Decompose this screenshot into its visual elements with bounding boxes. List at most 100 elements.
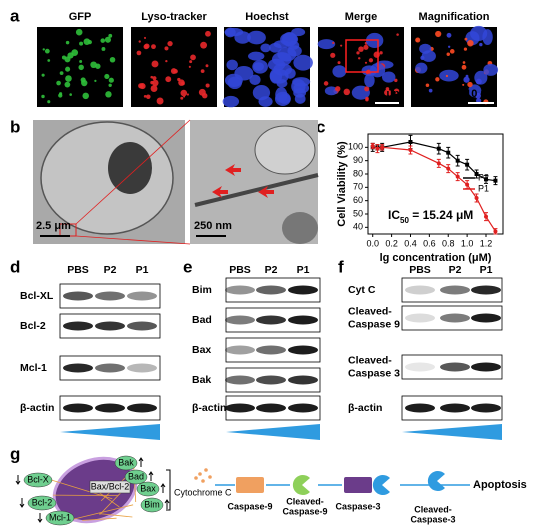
fluorescence-spot	[178, 79, 185, 86]
fluorescence-spot	[479, 42, 483, 47]
legend-label: P1	[478, 183, 489, 193]
fluorescence-spot	[59, 92, 63, 96]
fluorescence-spot	[467, 39, 474, 47]
fluorescence-spot	[104, 36, 111, 43]
blot-band	[405, 362, 435, 372]
nucleus	[284, 68, 296, 79]
nucleus	[317, 39, 336, 50]
fluorescence-spot	[188, 65, 191, 68]
blot-band	[405, 313, 435, 323]
em-nucleus	[108, 142, 152, 194]
nucleus	[277, 47, 297, 62]
nucleus	[222, 95, 240, 108]
down-arrow	[37, 513, 43, 523]
cascade-label: Caspase-3	[410, 514, 455, 524]
fluorescence-spot	[108, 33, 113, 38]
arrow	[258, 186, 274, 198]
blot-band	[95, 363, 125, 373]
cytoskeleton	[99, 513, 133, 518]
up-arrow	[138, 457, 144, 467]
em-organelle	[254, 125, 316, 175]
blot-band	[288, 375, 318, 385]
blot-band	[440, 285, 470, 295]
fluorescence-spot	[447, 45, 451, 48]
blot-band	[440, 403, 470, 413]
fluorescence-spot	[83, 38, 91, 45]
fluorescence-spot	[41, 73, 45, 77]
blot-band	[63, 403, 93, 413]
blot-band	[225, 375, 255, 385]
column-title: GFP	[69, 11, 92, 23]
fluorescence-spot	[462, 83, 465, 86]
fluorescence-spot	[190, 54, 196, 61]
nucleus	[483, 63, 499, 76]
panel-label: a	[10, 6, 20, 25]
cytoskeleton	[82, 517, 117, 521]
fluorescence-spot	[463, 76, 470, 83]
x-axis-label: lg concentration (μM)	[380, 252, 492, 264]
cytoskeleton	[53, 494, 119, 497]
nucleus	[260, 43, 271, 53]
fluorescence-spot	[95, 63, 101, 69]
row-label: Bcl-XL	[20, 290, 54, 302]
nucleus	[253, 62, 264, 71]
fluorescence-spot	[143, 44, 149, 50]
lane-label: PBS	[67, 264, 89, 276]
zoom-box	[345, 39, 379, 73]
nucleus	[439, 69, 459, 82]
cytochrome-label: Cytochrome C	[174, 487, 232, 497]
fluorescence-spot	[358, 57, 361, 60]
protein	[136, 481, 160, 497]
nucleus	[269, 42, 282, 53]
fluorescence-spot	[151, 60, 159, 68]
panel-label: d	[10, 257, 20, 276]
fluorescence-spot	[81, 79, 88, 87]
blot-band	[256, 345, 286, 355]
blot-band	[127, 291, 157, 301]
column-title: Lyso-tracker	[141, 11, 207, 23]
fluorescence-spot	[139, 83, 146, 90]
fluorescence-spot	[425, 83, 430, 87]
point	[436, 146, 441, 151]
fluorescence-spot	[373, 51, 380, 58]
blot-band	[256, 375, 286, 385]
fluorescence-spot	[461, 64, 467, 70]
legend-label: P2	[478, 172, 489, 182]
nucleus	[293, 54, 313, 71]
nucleus	[274, 91, 291, 106]
fluorescence-spot	[44, 48, 50, 54]
fluorescence-spot	[180, 89, 188, 97]
fluorescence-spot	[475, 92, 481, 99]
lane-label: P2	[265, 264, 278, 276]
lane-label: P2	[449, 264, 462, 276]
protein-label: Bcl-X	[27, 474, 49, 484]
blot-band	[288, 345, 318, 355]
fluorescence-spot	[205, 83, 210, 88]
fluorescence-spot	[365, 96, 369, 101]
fluorescence-spot	[69, 93, 72, 96]
protein-label: Bcl-2	[32, 497, 53, 507]
x-tick-label: 1.0	[461, 238, 474, 248]
fluorescence-spot	[323, 81, 329, 86]
blot-band	[471, 403, 501, 413]
y-tick-label: 100	[348, 142, 363, 152]
blot-band	[127, 403, 157, 413]
point	[465, 162, 470, 167]
x-tick-label: 0.0	[366, 238, 379, 248]
point	[474, 172, 479, 176]
plot-frame	[367, 133, 504, 235]
lane-label: PBS	[409, 264, 431, 276]
blot-band	[471, 285, 501, 295]
y-tick-label: 60	[353, 195, 363, 205]
cytochrome-dot	[201, 479, 205, 483]
nucleus	[252, 85, 271, 101]
fluorescence-spot	[364, 61, 368, 64]
fluorescence-spot	[143, 95, 147, 98]
cytochrome-dot	[194, 476, 198, 480]
fluorescence-spot	[435, 30, 442, 38]
fluorescence-spot	[65, 66, 71, 72]
blot-band	[471, 313, 501, 323]
protein	[27, 495, 57, 511]
fluorescence-spot	[358, 46, 364, 52]
fluorescence-spot	[335, 86, 341, 92]
